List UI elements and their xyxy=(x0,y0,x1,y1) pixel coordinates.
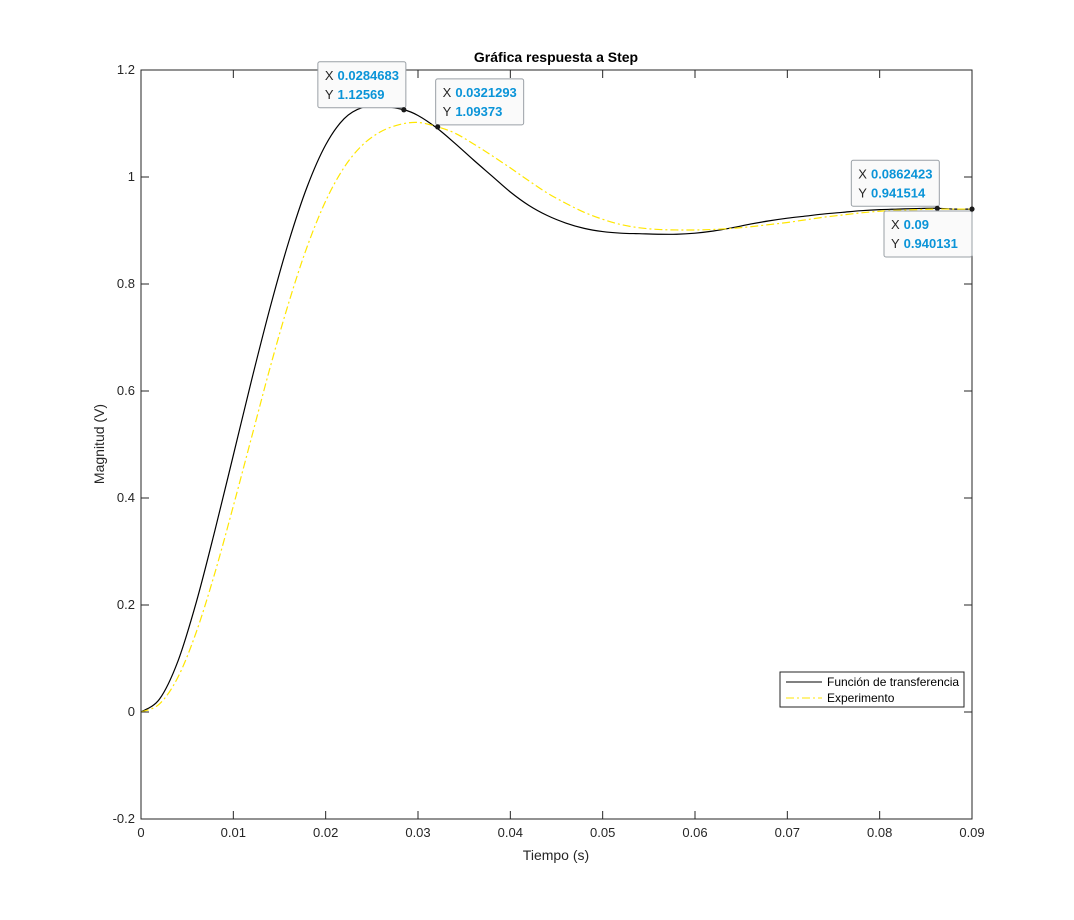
datatip[interactable]: X 0.0284683 Y 1.12569 xyxy=(317,61,407,113)
y-tick-label: 0.4 xyxy=(117,490,135,505)
datatip-x-value: 0.0284683 xyxy=(338,68,399,83)
datatip-y-key: Y xyxy=(858,185,867,200)
x-tick-label: 0 xyxy=(137,825,144,840)
datatip-box xyxy=(850,159,940,207)
datatip-x-row: X 0.0862423 xyxy=(858,166,932,181)
datatip-marker[interactable] xyxy=(934,205,940,211)
datatip-x-key: X xyxy=(325,68,334,83)
datatip-marker[interactable] xyxy=(401,107,407,113)
y-tick-label: 1.2 xyxy=(117,62,135,77)
y-axis-label: Magnitud (V) xyxy=(91,404,107,484)
datatip[interactable]: X 0.0862423 Y 0.941514 xyxy=(850,159,940,211)
y-tick-label: -0.2 xyxy=(113,811,135,826)
datatip-y-value: 1.12569 xyxy=(338,87,385,102)
x-tick-label: 0.02 xyxy=(313,825,338,840)
datatip-y-row: Y 1.12569 xyxy=(325,87,385,102)
y-tick-label: 0.2 xyxy=(117,597,135,612)
datatip-y-key: Y xyxy=(891,236,900,251)
plot-area xyxy=(140,105,973,713)
x-tick-label: 0.08 xyxy=(867,825,892,840)
datatip-x-key: X xyxy=(891,217,900,232)
datatip-x-row: X 0.09 xyxy=(891,217,929,232)
datatip-y-row: Y 0.941514 xyxy=(858,185,926,200)
axes-box xyxy=(140,69,973,820)
datatip-y-value: 0.941514 xyxy=(871,185,926,200)
x-tick-label: 0.09 xyxy=(959,825,984,840)
datatip-x-key: X xyxy=(443,85,452,100)
datatip-x-value: 0.0862423 xyxy=(871,166,932,181)
datatip-y-row: Y 1.09373 xyxy=(443,104,503,119)
datatip-marker[interactable] xyxy=(435,124,441,130)
x-tick-label: 0.06 xyxy=(682,825,707,840)
series-experimento-line xyxy=(140,121,973,713)
x-tick-label: 0.03 xyxy=(405,825,430,840)
x-tick-label: 0.04 xyxy=(498,825,523,840)
datatip-y-key: Y xyxy=(325,87,334,102)
axis-ticks: 0 0.01 0.02 0.03 0.04 0.05 0.06 0.07 0.08 0.09 -0.… xyxy=(113,62,985,840)
y-tick-label: 1 xyxy=(128,169,135,184)
datatip-y-value: 0.940131 xyxy=(904,236,958,251)
datatip-x-key: X xyxy=(858,166,867,181)
datatip-box xyxy=(883,210,973,258)
x-axis-label: Tiempo (s) xyxy=(523,847,589,863)
datatip-marker[interactable] xyxy=(969,206,975,212)
series-funcion-line xyxy=(140,105,973,713)
datatip-box xyxy=(435,78,525,126)
datatip-x-value: 0.09 xyxy=(904,217,929,232)
legend-label-experimento: Experimento xyxy=(827,691,895,705)
datatip-x-row: X 0.0321293 xyxy=(443,85,517,100)
y-tick-label: 0 xyxy=(128,704,135,719)
datatip-y-value: 1.09373 xyxy=(455,104,502,119)
x-tick-label: 0.05 xyxy=(590,825,615,840)
datatip[interactable]: X 0.09 Y 0.940131 xyxy=(883,206,975,258)
y-tick-label: 0.8 xyxy=(117,276,135,291)
datatip-y-key: Y xyxy=(443,104,452,119)
x-tick-label: 0.07 xyxy=(775,825,800,840)
x-tick-label: 0.01 xyxy=(221,825,246,840)
y-tick-label: 0.6 xyxy=(117,383,135,398)
datatip-box xyxy=(317,61,407,109)
datatip-y-row: Y 0.940131 xyxy=(891,236,958,251)
datatip-x-value: 0.0321293 xyxy=(455,85,516,100)
legend[interactable]: Función de transferencia Experimento xyxy=(779,671,965,708)
legend-label-funcion: Función de transferencia xyxy=(827,675,959,689)
datatip-x-row: X 0.0284683 xyxy=(325,68,399,83)
legend-box xyxy=(779,671,965,708)
chart-title: Gráfica respuesta a Step xyxy=(474,49,638,65)
